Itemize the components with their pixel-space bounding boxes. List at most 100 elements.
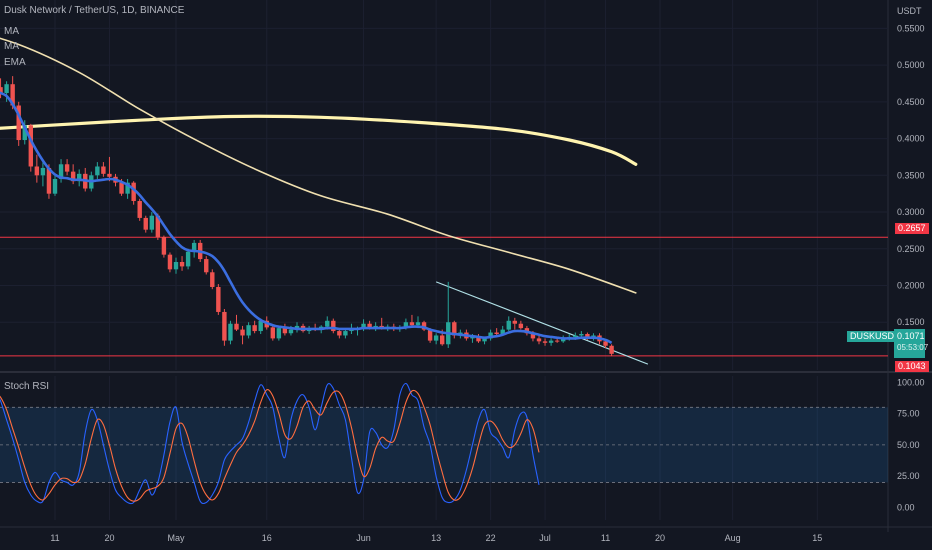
stoch-rsi-title[interactable]: Stoch RSI <box>4 381 50 392</box>
candle-body <box>367 323 372 329</box>
candle <box>228 320 233 345</box>
candle-body <box>246 325 251 336</box>
candle <box>0 78 3 99</box>
candle-body <box>167 254 173 270</box>
candle-body <box>70 171 76 182</box>
candle <box>173 257 179 274</box>
candle-body <box>415 322 421 326</box>
candle-body <box>155 215 161 238</box>
chart-title: Dusk Network / TetherUS, 1D, BINANCE <box>4 5 185 16</box>
rsi-d-line <box>0 389 540 502</box>
candle-body <box>421 322 427 330</box>
candle <box>143 215 148 233</box>
candle-body <box>10 84 15 106</box>
candle <box>542 338 548 346</box>
candle-body <box>603 341 608 346</box>
ma-mid-line <box>0 37 637 294</box>
candle <box>137 198 142 221</box>
candle-body <box>119 182 124 194</box>
candle <box>476 334 481 343</box>
price-tick-label: 0.2000 <box>897 281 925 291</box>
candle-body <box>536 338 542 342</box>
candle <box>276 325 282 341</box>
candle-body <box>506 320 511 330</box>
candle-body <box>64 164 70 172</box>
candle <box>34 154 40 183</box>
candle-body <box>585 334 590 339</box>
legend-ma-2[interactable]: MA <box>4 41 19 52</box>
candle-body <box>494 332 499 334</box>
price-pane[interactable] <box>0 0 888 370</box>
legend-ma-1[interactable]: MA <box>4 26 19 37</box>
candle-body <box>270 327 275 339</box>
time-tick-label: 15 <box>812 533 822 543</box>
candle <box>240 325 245 345</box>
candle <box>506 316 511 332</box>
price-tick-label: 0.2500 <box>897 244 925 254</box>
candle <box>512 317 517 330</box>
rsi-k-line <box>0 382 540 505</box>
candle-body <box>427 329 433 341</box>
candle-body <box>0 87 3 95</box>
candle-body <box>554 340 560 342</box>
candle <box>131 181 136 205</box>
candle-body <box>137 201 142 218</box>
rsi-tick-label: 25.00 <box>897 471 920 481</box>
candle <box>28 123 33 172</box>
time-tick-label: 16 <box>262 533 272 543</box>
candle <box>52 175 58 196</box>
candle-body <box>258 320 263 332</box>
candle <box>452 320 457 339</box>
time-tick-label: Jul <box>539 533 551 543</box>
candle-body <box>361 323 366 329</box>
candle-body <box>234 323 239 330</box>
candle-body <box>107 173 112 177</box>
candle-body <box>282 328 288 334</box>
candle <box>518 320 524 330</box>
candle <box>548 338 554 346</box>
stoch-rsi-pane[interactable] <box>0 376 888 520</box>
candle <box>609 344 614 357</box>
price-tick-label: 0.4000 <box>897 134 925 144</box>
time-tick-label: 22 <box>486 533 496 543</box>
candle <box>64 159 70 176</box>
ema-line <box>0 91 613 344</box>
rsi-tick-label: 75.00 <box>897 409 920 419</box>
candle-body <box>228 323 233 341</box>
candle <box>101 162 106 177</box>
level-low-tag: 0.1043 <box>895 361 929 372</box>
candle <box>191 239 197 258</box>
candle-body <box>204 259 209 273</box>
candle-body <box>542 341 548 343</box>
countdown-value: 05:53:07 <box>897 343 929 352</box>
candle-body <box>337 331 342 336</box>
candle-body <box>149 215 154 230</box>
candle-body <box>500 329 505 334</box>
candle <box>270 325 275 341</box>
candle-body <box>143 217 148 230</box>
last-price-tag: 0.1071 05:53:07 <box>894 329 929 358</box>
candle <box>107 156 112 182</box>
candle <box>16 101 21 146</box>
time-tick-label: May <box>167 533 185 543</box>
candle-body <box>222 311 227 341</box>
candle-body <box>101 166 106 174</box>
time-tick-label: 11 <box>50 533 59 543</box>
legend-ema[interactable]: EMA <box>4 57 26 68</box>
candle-body <box>518 323 524 329</box>
candle-body <box>34 166 40 176</box>
candle-body <box>28 125 33 167</box>
candle-body <box>22 125 27 141</box>
candle-body <box>191 242 197 252</box>
last-price-value: 0.1071 <box>897 331 925 341</box>
candle-body <box>52 178 58 194</box>
candle-body <box>40 167 46 176</box>
price-tick-label: 0.3000 <box>897 207 925 217</box>
candle <box>331 318 336 334</box>
candle <box>222 309 227 346</box>
candle <box>282 323 288 336</box>
candle <box>185 248 191 270</box>
candle-body <box>409 322 415 326</box>
